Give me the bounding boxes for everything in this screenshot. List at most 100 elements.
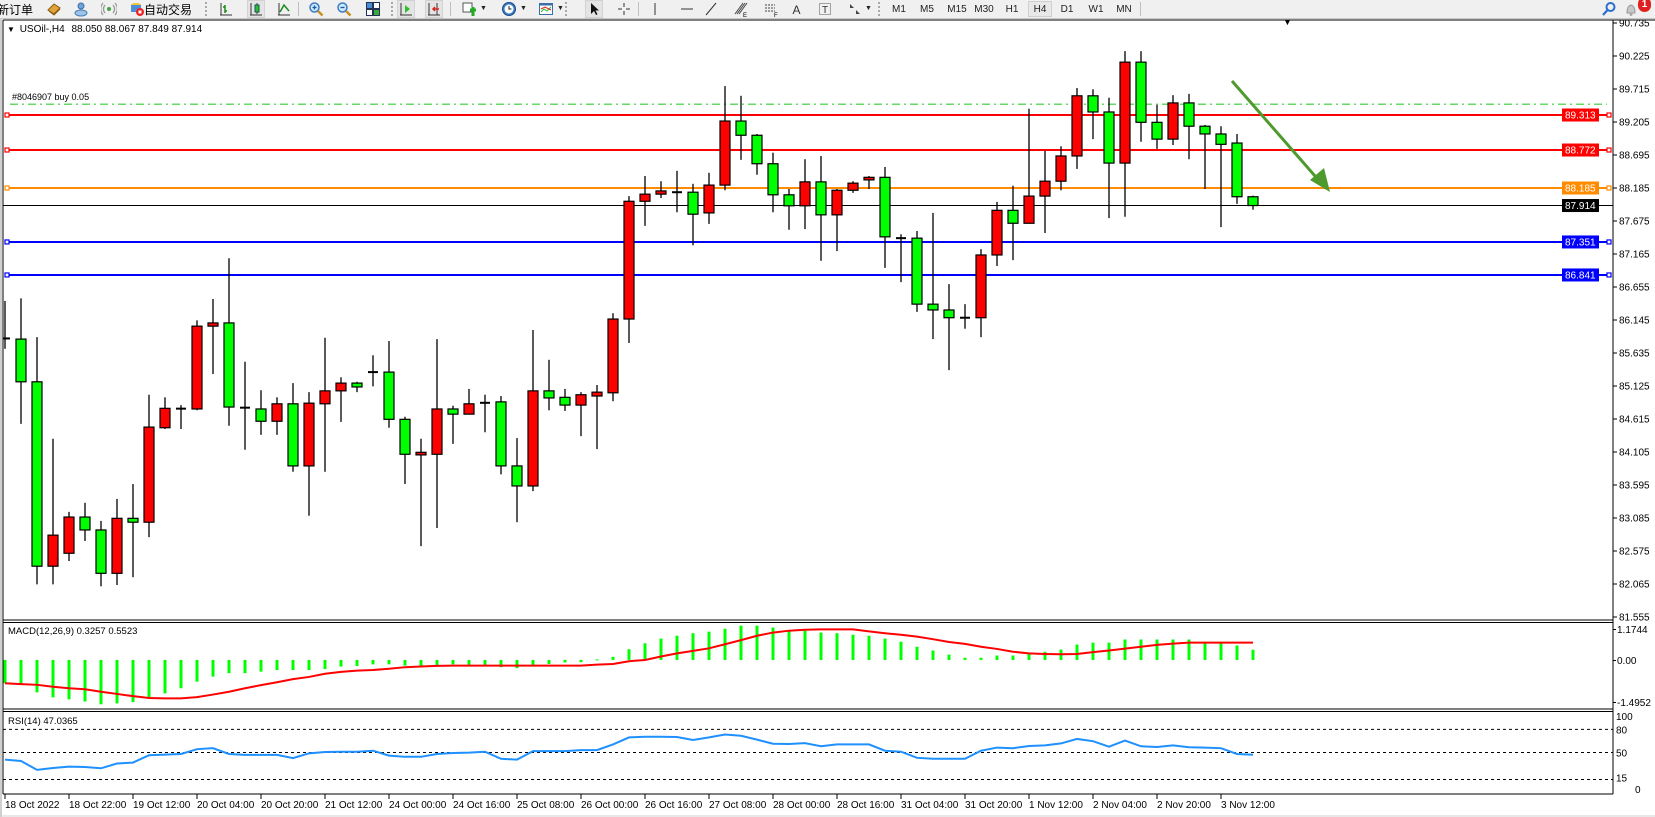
auto-trading-label-button[interactable]: 自动交易 <box>144 0 202 18</box>
candle[interactable] <box>767 152 779 213</box>
candle[interactable] <box>975 249 987 338</box>
candlestick-chart-button[interactable] <box>247 0 265 18</box>
toolbar-separator[interactable] <box>391 2 395 16</box>
candle[interactable] <box>368 355 378 387</box>
candle[interactable] <box>1215 126 1227 228</box>
level-handle-right[interactable] <box>1606 239 1612 245</box>
candle[interactable] <box>1007 185 1019 261</box>
candle[interactable] <box>351 381 363 393</box>
candle[interactable] <box>847 181 859 193</box>
candle[interactable] <box>799 159 811 230</box>
candle[interactable] <box>1135 51 1147 142</box>
candle[interactable] <box>1103 97 1115 219</box>
signal-antenna-button[interactable] <box>100 0 118 18</box>
candle[interactable] <box>879 166 891 268</box>
arrows-button[interactable] <box>845 0 863 18</box>
candle[interactable] <box>511 438 523 523</box>
zoom-out-button[interactable] <box>335 0 353 18</box>
candle[interactable] <box>255 390 267 435</box>
text-label-button[interactable]: T <box>816 0 834 18</box>
line-chart-button[interactable] <box>275 0 293 18</box>
candle[interactable] <box>271 397 283 435</box>
candle[interactable] <box>15 298 27 424</box>
candle[interactable] <box>1039 150 1051 233</box>
candle[interactable] <box>191 320 203 411</box>
candle[interactable] <box>960 304 970 329</box>
candle[interactable] <box>1023 108 1035 224</box>
candle[interactable] <box>176 405 186 430</box>
timeframe-m5-button[interactable]: M5 <box>920 3 934 15</box>
search-button[interactable] <box>1600 0 1618 18</box>
level-handle-left[interactable] <box>4 272 10 278</box>
candle[interactable] <box>943 284 955 371</box>
candle[interactable] <box>111 498 123 585</box>
candle[interactable] <box>623 196 635 343</box>
candle[interactable] <box>1183 93 1195 160</box>
cursor-button[interactable] <box>585 0 603 18</box>
timeframe-m1-button[interactable]: M1 <box>892 3 906 15</box>
level-handle-left[interactable] <box>4 112 10 118</box>
fibonacci-retracement-button[interactable]: E <box>732 0 750 18</box>
new-order-button[interactable]: 新订单 <box>0 0 33 18</box>
candle[interactable] <box>1071 88 1083 169</box>
trendline-button[interactable] <box>702 0 720 18</box>
horizontal-line-button[interactable] <box>678 0 696 18</box>
toolbar-separator[interactable] <box>205 2 209 16</box>
level-handle-right[interactable] <box>1606 112 1612 118</box>
candle[interactable] <box>831 188 843 252</box>
templates-button[interactable] <box>537 0 555 18</box>
candle[interactable] <box>719 86 731 191</box>
candle[interactable] <box>319 337 331 472</box>
candle[interactable] <box>927 212 939 340</box>
auto-trading-button[interactable] <box>128 0 146 18</box>
toolbar-separator[interactable] <box>565 2 569 16</box>
dropdown-arrow-icon[interactable]: ▼ <box>557 5 564 12</box>
level-handle-left[interactable] <box>4 147 10 153</box>
candle[interactable] <box>896 234 906 283</box>
level-handle-right[interactable] <box>1606 147 1612 153</box>
timeframe-w1-button[interactable]: W1 <box>1088 3 1104 15</box>
timeframe-d1-button[interactable]: D1 <box>1060 3 1074 15</box>
timeframe-h4-button[interactable]: H4 <box>1028 1 1052 17</box>
toolbar-separator[interactable] <box>878 2 882 16</box>
down-arrow-annotation[interactable] <box>1230 80 1324 185</box>
candle[interactable] <box>607 313 619 402</box>
candle[interactable] <box>543 359 555 411</box>
candle[interactable] <box>399 416 411 485</box>
candle[interactable] <box>127 484 139 578</box>
dropdown-arrow-icon[interactable]: ▼ <box>520 5 527 12</box>
candle[interactable] <box>735 95 747 160</box>
candle[interactable] <box>1151 104 1163 149</box>
chart-shift-button[interactable] <box>425 0 443 18</box>
auto-scroll-button[interactable] <box>397 0 415 18</box>
level-handle-left[interactable] <box>4 239 10 245</box>
timeframe-m15-button[interactable]: M15 <box>947 3 967 15</box>
candle[interactable] <box>1199 124 1211 189</box>
timeframe-h1-button[interactable]: H1 <box>1005 3 1019 15</box>
candle[interactable] <box>575 392 587 437</box>
candle[interactable] <box>447 405 459 444</box>
dropdown-arrow-icon[interactable]: ▼ <box>480 5 487 12</box>
candle[interactable] <box>991 201 1003 266</box>
candle[interactable] <box>911 231 923 312</box>
candle[interactable] <box>815 155 827 261</box>
candle[interactable] <box>687 183 699 246</box>
notification-button[interactable] <box>1622 0 1640 18</box>
add-indicator-button[interactable] <box>460 0 478 18</box>
chart-shift-marker-icon[interactable]: ▼ <box>1283 17 1292 27</box>
periods-clock-button[interactable] <box>500 0 518 18</box>
zoom-in-button[interactable] <box>307 0 325 18</box>
candle[interactable] <box>240 361 250 450</box>
candle[interactable] <box>431 339 443 529</box>
candle[interactable] <box>31 337 43 585</box>
candle[interactable] <box>79 502 91 541</box>
candle[interactable] <box>63 511 75 562</box>
candle[interactable] <box>1231 133 1243 204</box>
dropdown-arrow-icon[interactable]: ▼ <box>865 5 872 12</box>
candle[interactable] <box>1087 89 1099 140</box>
candle[interactable] <box>47 438 59 585</box>
candle[interactable] <box>639 176 651 226</box>
collapse-triangle-icon[interactable]: ▼ <box>7 25 15 34</box>
bar-chart-button[interactable] <box>217 0 235 18</box>
